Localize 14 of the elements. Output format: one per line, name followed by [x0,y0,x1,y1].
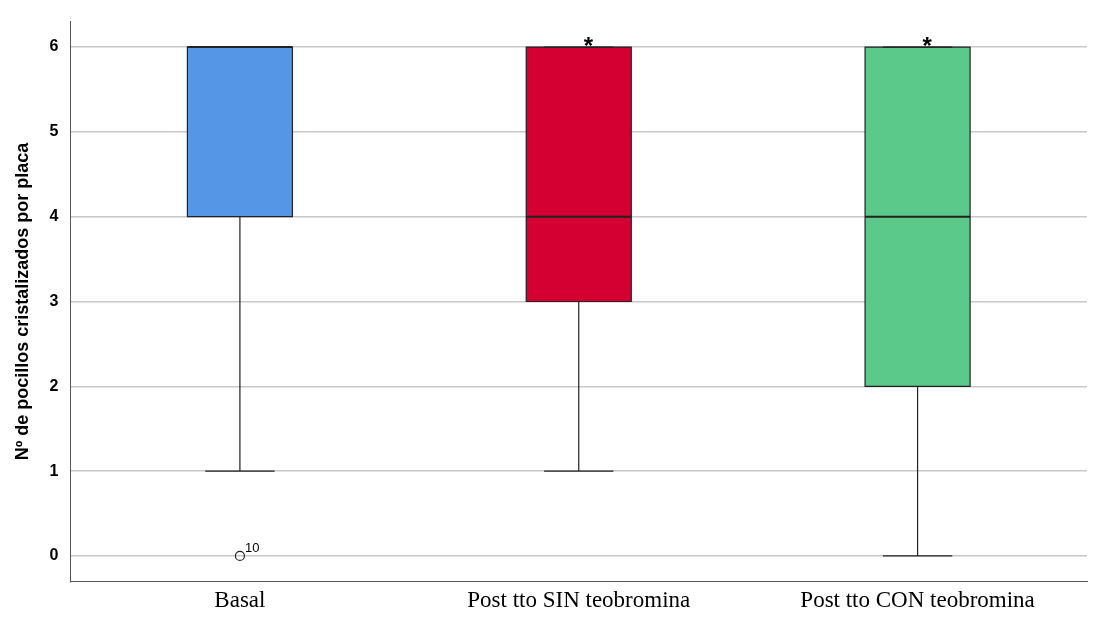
y-tick-label: 2 [49,376,59,394]
annotation: * [922,31,933,59]
y-tick-label: 0 [49,546,59,564]
x-tick-label: Post tto SIN teobromina [467,587,691,613]
annotation: 10 [244,540,260,556]
y-tick-label: 1 [49,461,59,479]
x-tick-label: Post tto CON teobromina [800,587,1035,613]
annotation: * [583,31,594,59]
y-axis-title: Nº de pocillos cristalizados por placa [11,141,32,461]
y-tick-label: 6 [49,37,59,55]
y-tick-label: 5 [49,122,59,140]
x-tick-label: Basal [214,587,266,613]
y-tick-label: 3 [49,291,59,309]
y-tick-label: 4 [49,207,59,225]
